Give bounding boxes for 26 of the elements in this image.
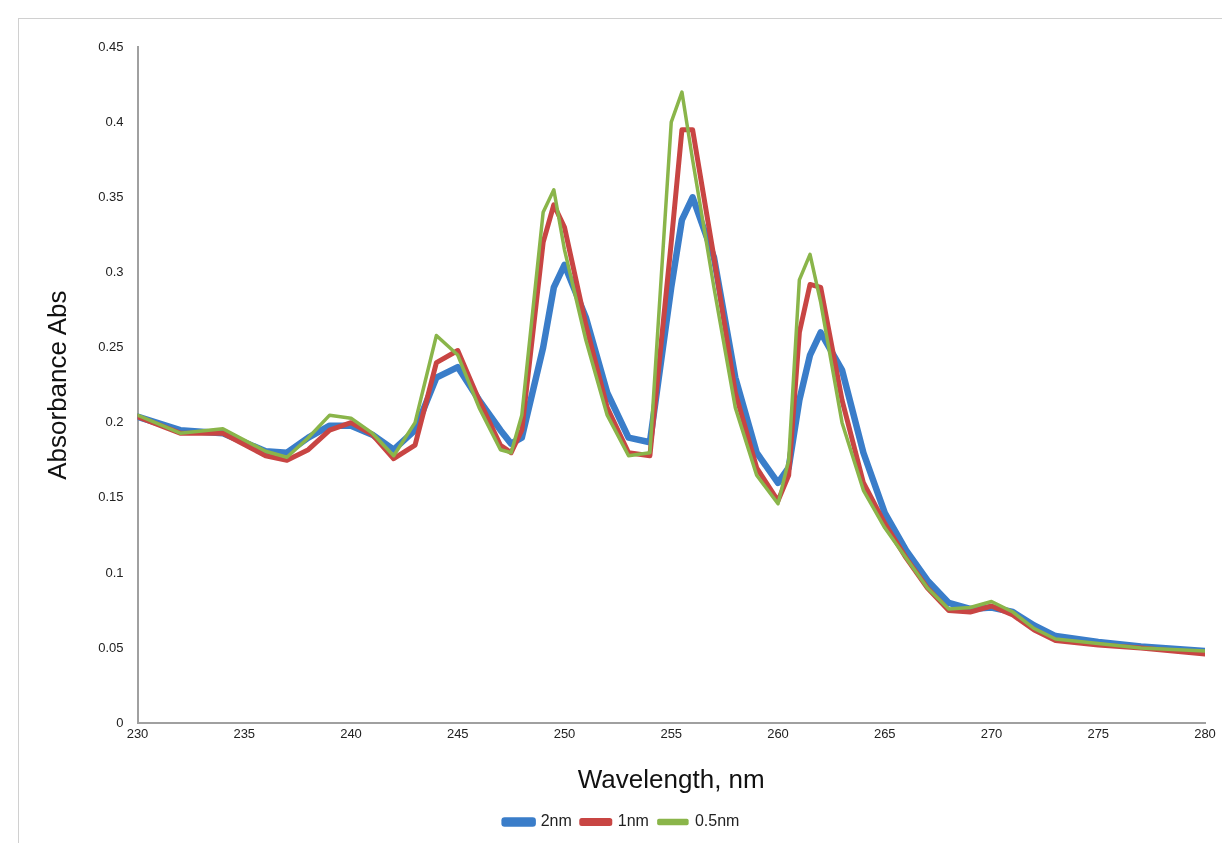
x-tick-label: 260 xyxy=(767,725,789,741)
y-tick-label: 0 xyxy=(116,714,124,730)
x-tick-label: 265 xyxy=(873,725,896,741)
y-tick-label: 0.35 xyxy=(98,188,124,204)
y-tick-label: 0.4 xyxy=(105,113,124,129)
x-tick-label: 250 xyxy=(553,725,576,741)
y-tick-label: 0.25 xyxy=(98,339,124,355)
y-tick-label: 0.2 xyxy=(105,414,124,430)
x-axis-title: Wavelength, nm xyxy=(577,763,765,794)
y-axis-title: Absorbance Abs xyxy=(41,290,72,480)
legend-label: 2nm xyxy=(540,812,572,830)
x-tick-label: 270 xyxy=(980,725,1003,741)
x-tick-label: 245 xyxy=(446,725,469,741)
x-tick-label: 240 xyxy=(340,725,362,741)
x-tick-label: 280 xyxy=(1194,725,1216,741)
y-tick-label: 0.05 xyxy=(98,639,124,655)
legend-label: 1nm xyxy=(617,812,649,830)
x-tick-label: 230 xyxy=(126,725,149,741)
y-tick-label: 0.45 xyxy=(98,38,124,54)
x-tick-label: 255 xyxy=(660,725,683,741)
y-tick-label: 0.3 xyxy=(105,263,124,279)
x-tick-label: 275 xyxy=(1087,725,1110,741)
x-tick-label: 235 xyxy=(233,725,256,741)
y-tick-label: 0.1 xyxy=(105,564,124,580)
y-tick-label: 0.15 xyxy=(98,489,124,505)
legend-label: 0.5nm xyxy=(694,812,740,830)
